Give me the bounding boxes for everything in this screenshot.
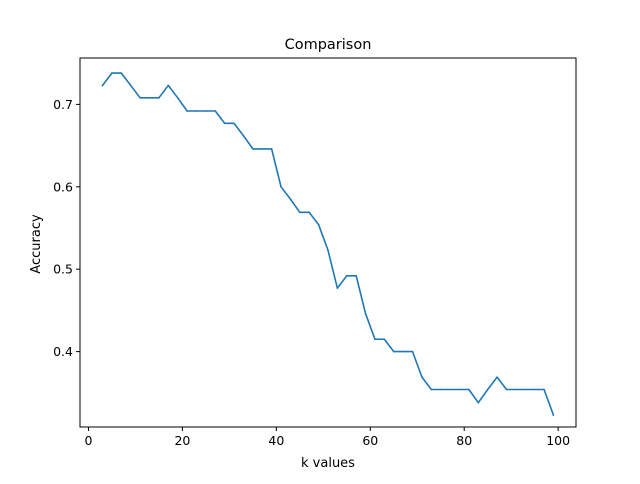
data-point (280, 185, 282, 188)
x-axis-label: k values (301, 456, 355, 471)
data-point (158, 97, 160, 99)
data-point (336, 287, 339, 289)
data-point (458, 388, 461, 391)
data-point (430, 388, 433, 391)
data-point (167, 84, 170, 87)
data-point (515, 388, 517, 391)
x-tick-label: 80 (456, 433, 472, 448)
data-point (505, 388, 508, 391)
data-points (101, 72, 555, 416)
y-tick-label: 0.5 (53, 262, 73, 277)
data-point (270, 148, 273, 150)
chart-title: Comparison (285, 37, 372, 53)
data-point (383, 338, 386, 341)
data-point (392, 350, 395, 353)
data-point (496, 376, 498, 378)
data-point (242, 134, 245, 137)
data-point (176, 97, 179, 99)
x-axis-ticks: 0 20 40 60 80 100 (84, 427, 570, 448)
data-point (402, 350, 404, 353)
y-axis-label: Accuracy (29, 214, 44, 274)
data-point (439, 388, 442, 391)
data-point (533, 388, 536, 391)
x-tick-label: 60 (362, 433, 378, 448)
plot-frame (79, 57, 577, 428)
data-point (223, 122, 226, 125)
data-point (543, 388, 545, 391)
data-point (486, 388, 489, 391)
data-point (345, 274, 348, 277)
data-point (148, 97, 151, 99)
data-point (299, 211, 301, 214)
x-tick-label: 100 (546, 433, 570, 448)
data-point (111, 72, 113, 74)
data-point (214, 110, 217, 112)
data-point (308, 211, 311, 214)
data-point (449, 388, 451, 391)
data-point (374, 338, 376, 341)
data-point (205, 110, 207, 112)
data-point (477, 401, 480, 404)
data-point (186, 110, 188, 112)
data-point (355, 274, 357, 277)
data-point (524, 388, 527, 391)
data-point (120, 72, 123, 74)
data-point (411, 350, 414, 353)
data-point (421, 376, 423, 378)
data-point (195, 110, 198, 112)
data-point (233, 122, 235, 125)
data-point (289, 198, 292, 200)
data-point (552, 414, 555, 416)
data-point (327, 249, 329, 252)
x-tick-label: 20 (174, 433, 190, 448)
data-point (129, 84, 132, 87)
x-tick-label: 0 (84, 433, 92, 448)
x-tick-label: 40 (268, 433, 284, 448)
data-point (252, 148, 254, 150)
data-point (101, 84, 104, 87)
data-point (364, 312, 367, 315)
y-axis-ticks: 0.4 0.5 0.6 0.7 (53, 97, 80, 359)
y-tick-label: 0.6 (53, 179, 73, 194)
data-point (317, 223, 320, 226)
y-tick-label: 0.4 (53, 344, 73, 359)
y-tick-label: 0.7 (53, 97, 73, 112)
data-point (468, 388, 470, 391)
data-point (261, 148, 264, 150)
data-point (139, 97, 141, 99)
